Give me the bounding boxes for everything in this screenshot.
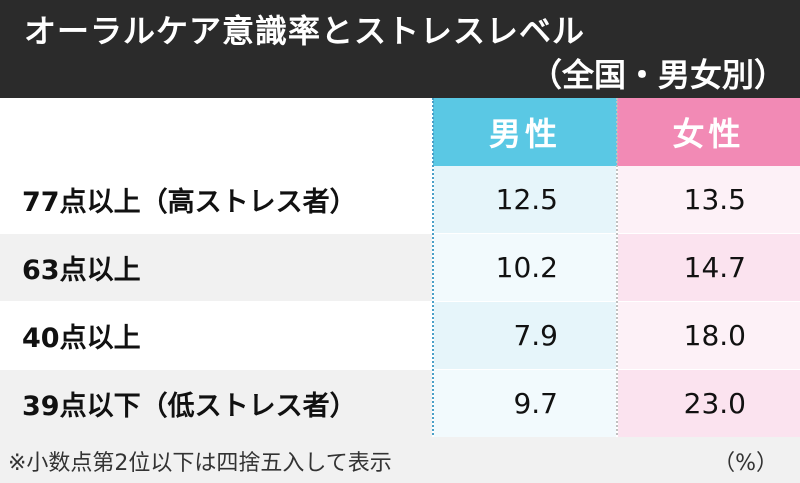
column-header-female: 女性 <box>617 98 800 166</box>
footnote: ※小数点第2位以下は四捨五入して表示 <box>8 451 392 476</box>
column-divider <box>432 98 434 435</box>
chart-subtitle: （全国・男女別） <box>529 56 786 94</box>
row-divider <box>0 301 800 302</box>
table-row: 63点以上 10.2 14.7 <box>0 234 800 301</box>
row-divider <box>0 369 800 370</box>
female-value: 13.5 <box>618 166 800 233</box>
title-bar: オーラルケア意識率とストレスレベル （全国・男女別） <box>0 0 800 98</box>
column-header-male: 男性 <box>433 98 617 166</box>
male-value: 10.2 <box>434 234 616 301</box>
female-value: 14.7 <box>618 234 800 301</box>
male-value: 7.9 <box>434 302 616 369</box>
table-row: 77点以上（高ストレス者） 12.5 13.5 <box>0 166 800 233</box>
row-divider <box>0 233 800 234</box>
chart-title: オーラルケア意識率とストレスレベル <box>24 12 586 50</box>
male-value: 12.5 <box>434 166 616 233</box>
table-row: 39点以下（低ストレス者） 9.7 23.0 <box>0 370 800 437</box>
column-divider <box>616 98 618 435</box>
female-value: 23.0 <box>618 370 800 437</box>
male-value: 9.7 <box>434 370 616 437</box>
footer: ※小数点第2位以下は四捨五入して表示 （%） <box>0 437 800 483</box>
table-row: 40点以上 7.9 18.0 <box>0 302 800 369</box>
row-label: 63点以上 <box>0 234 432 301</box>
row-label: 77点以上（高ストレス者） <box>0 166 432 233</box>
female-value: 18.0 <box>618 302 800 369</box>
row-label: 39点以下（低ストレス者） <box>0 370 432 437</box>
row-label: 40点以上 <box>0 302 432 369</box>
unit-label: （%） <box>713 451 778 476</box>
